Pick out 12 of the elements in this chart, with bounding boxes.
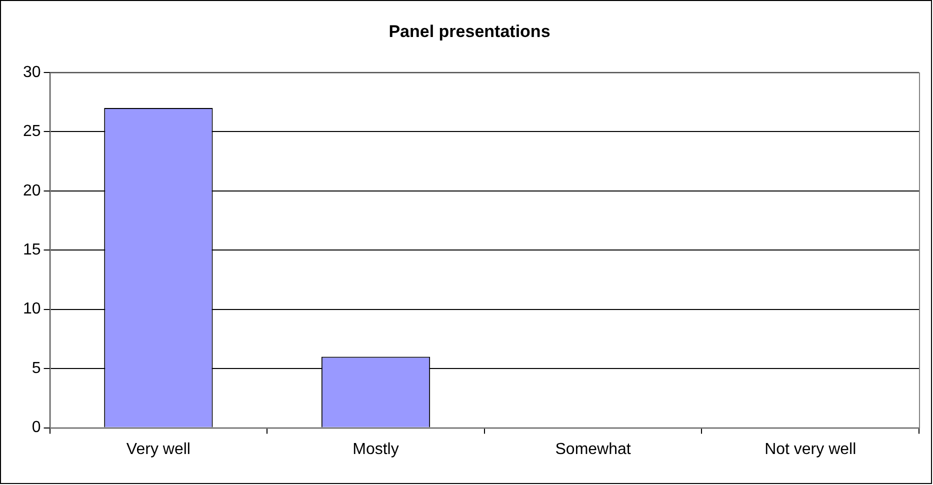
x-tick-label: Not very well bbox=[764, 440, 856, 458]
y-tick-label: 30 bbox=[23, 64, 41, 81]
y-tick-label: 0 bbox=[32, 419, 41, 436]
y-tick-label: 25 bbox=[23, 123, 41, 140]
x-tick-label: Very well bbox=[126, 440, 190, 458]
x-tick-label: Mostly bbox=[352, 440, 399, 458]
y-tick-label: 20 bbox=[23, 182, 41, 200]
y-tick-label: 10 bbox=[23, 300, 41, 318]
chart-title: Panel presentations bbox=[388, 22, 550, 41]
y-tick-label: 5 bbox=[32, 360, 41, 377]
x-tick-label: Somewhat bbox=[555, 440, 632, 458]
y-tick-label: 15 bbox=[23, 242, 41, 259]
